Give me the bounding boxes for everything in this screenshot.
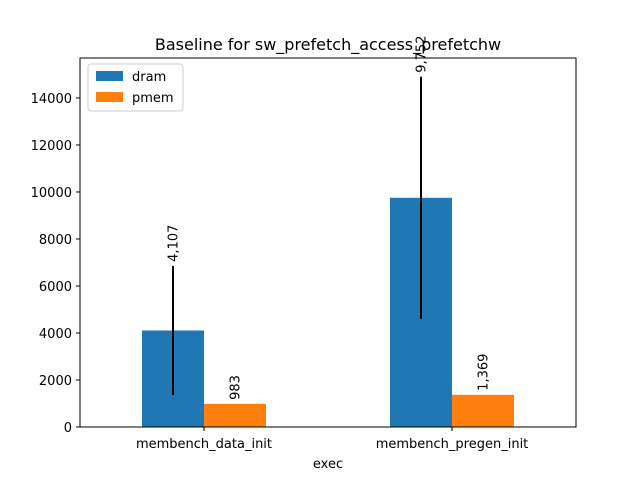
legend-label-pmem: pmem (132, 91, 174, 106)
y-tick-label: 12000 (31, 139, 72, 154)
legend: dram pmem (87, 63, 184, 112)
axes-frame (79, 57, 577, 428)
data-label-dram: 9,752 (415, 36, 430, 73)
y-tick-label: 8000 (39, 233, 72, 248)
y-tick-label: 10000 (31, 186, 72, 201)
bar-pmem (204, 403, 266, 427)
y-tick-label: 6000 (39, 280, 72, 295)
data-label-pmem: 1,369 (477, 354, 492, 391)
legend-swatch-pmem (96, 92, 123, 102)
x-axis-label: exec (313, 457, 343, 472)
bar-pmem (452, 394, 514, 427)
data-label-pmem: 983 (229, 375, 244, 400)
chart-title: Baseline for sw_prefetch_access_prefetch… (155, 35, 501, 55)
x-tick-label: membench_pregen_init (376, 437, 529, 452)
data-label-dram: 4,107 (167, 225, 182, 262)
y-tick-label: 0 (64, 421, 72, 436)
plot-area: 4,107 9,752 983 1,369 0 2000 4000 6000 8000 10000… (31, 36, 577, 452)
x-tick-label: membench_data_init (136, 437, 272, 452)
y-tick-label: 14000 (31, 92, 72, 107)
y-tick-label: 4000 (39, 327, 72, 342)
y-tick-label: 2000 (39, 374, 72, 389)
legend-swatch-dram (96, 71, 123, 81)
legend-label-dram: dram (132, 70, 166, 85)
